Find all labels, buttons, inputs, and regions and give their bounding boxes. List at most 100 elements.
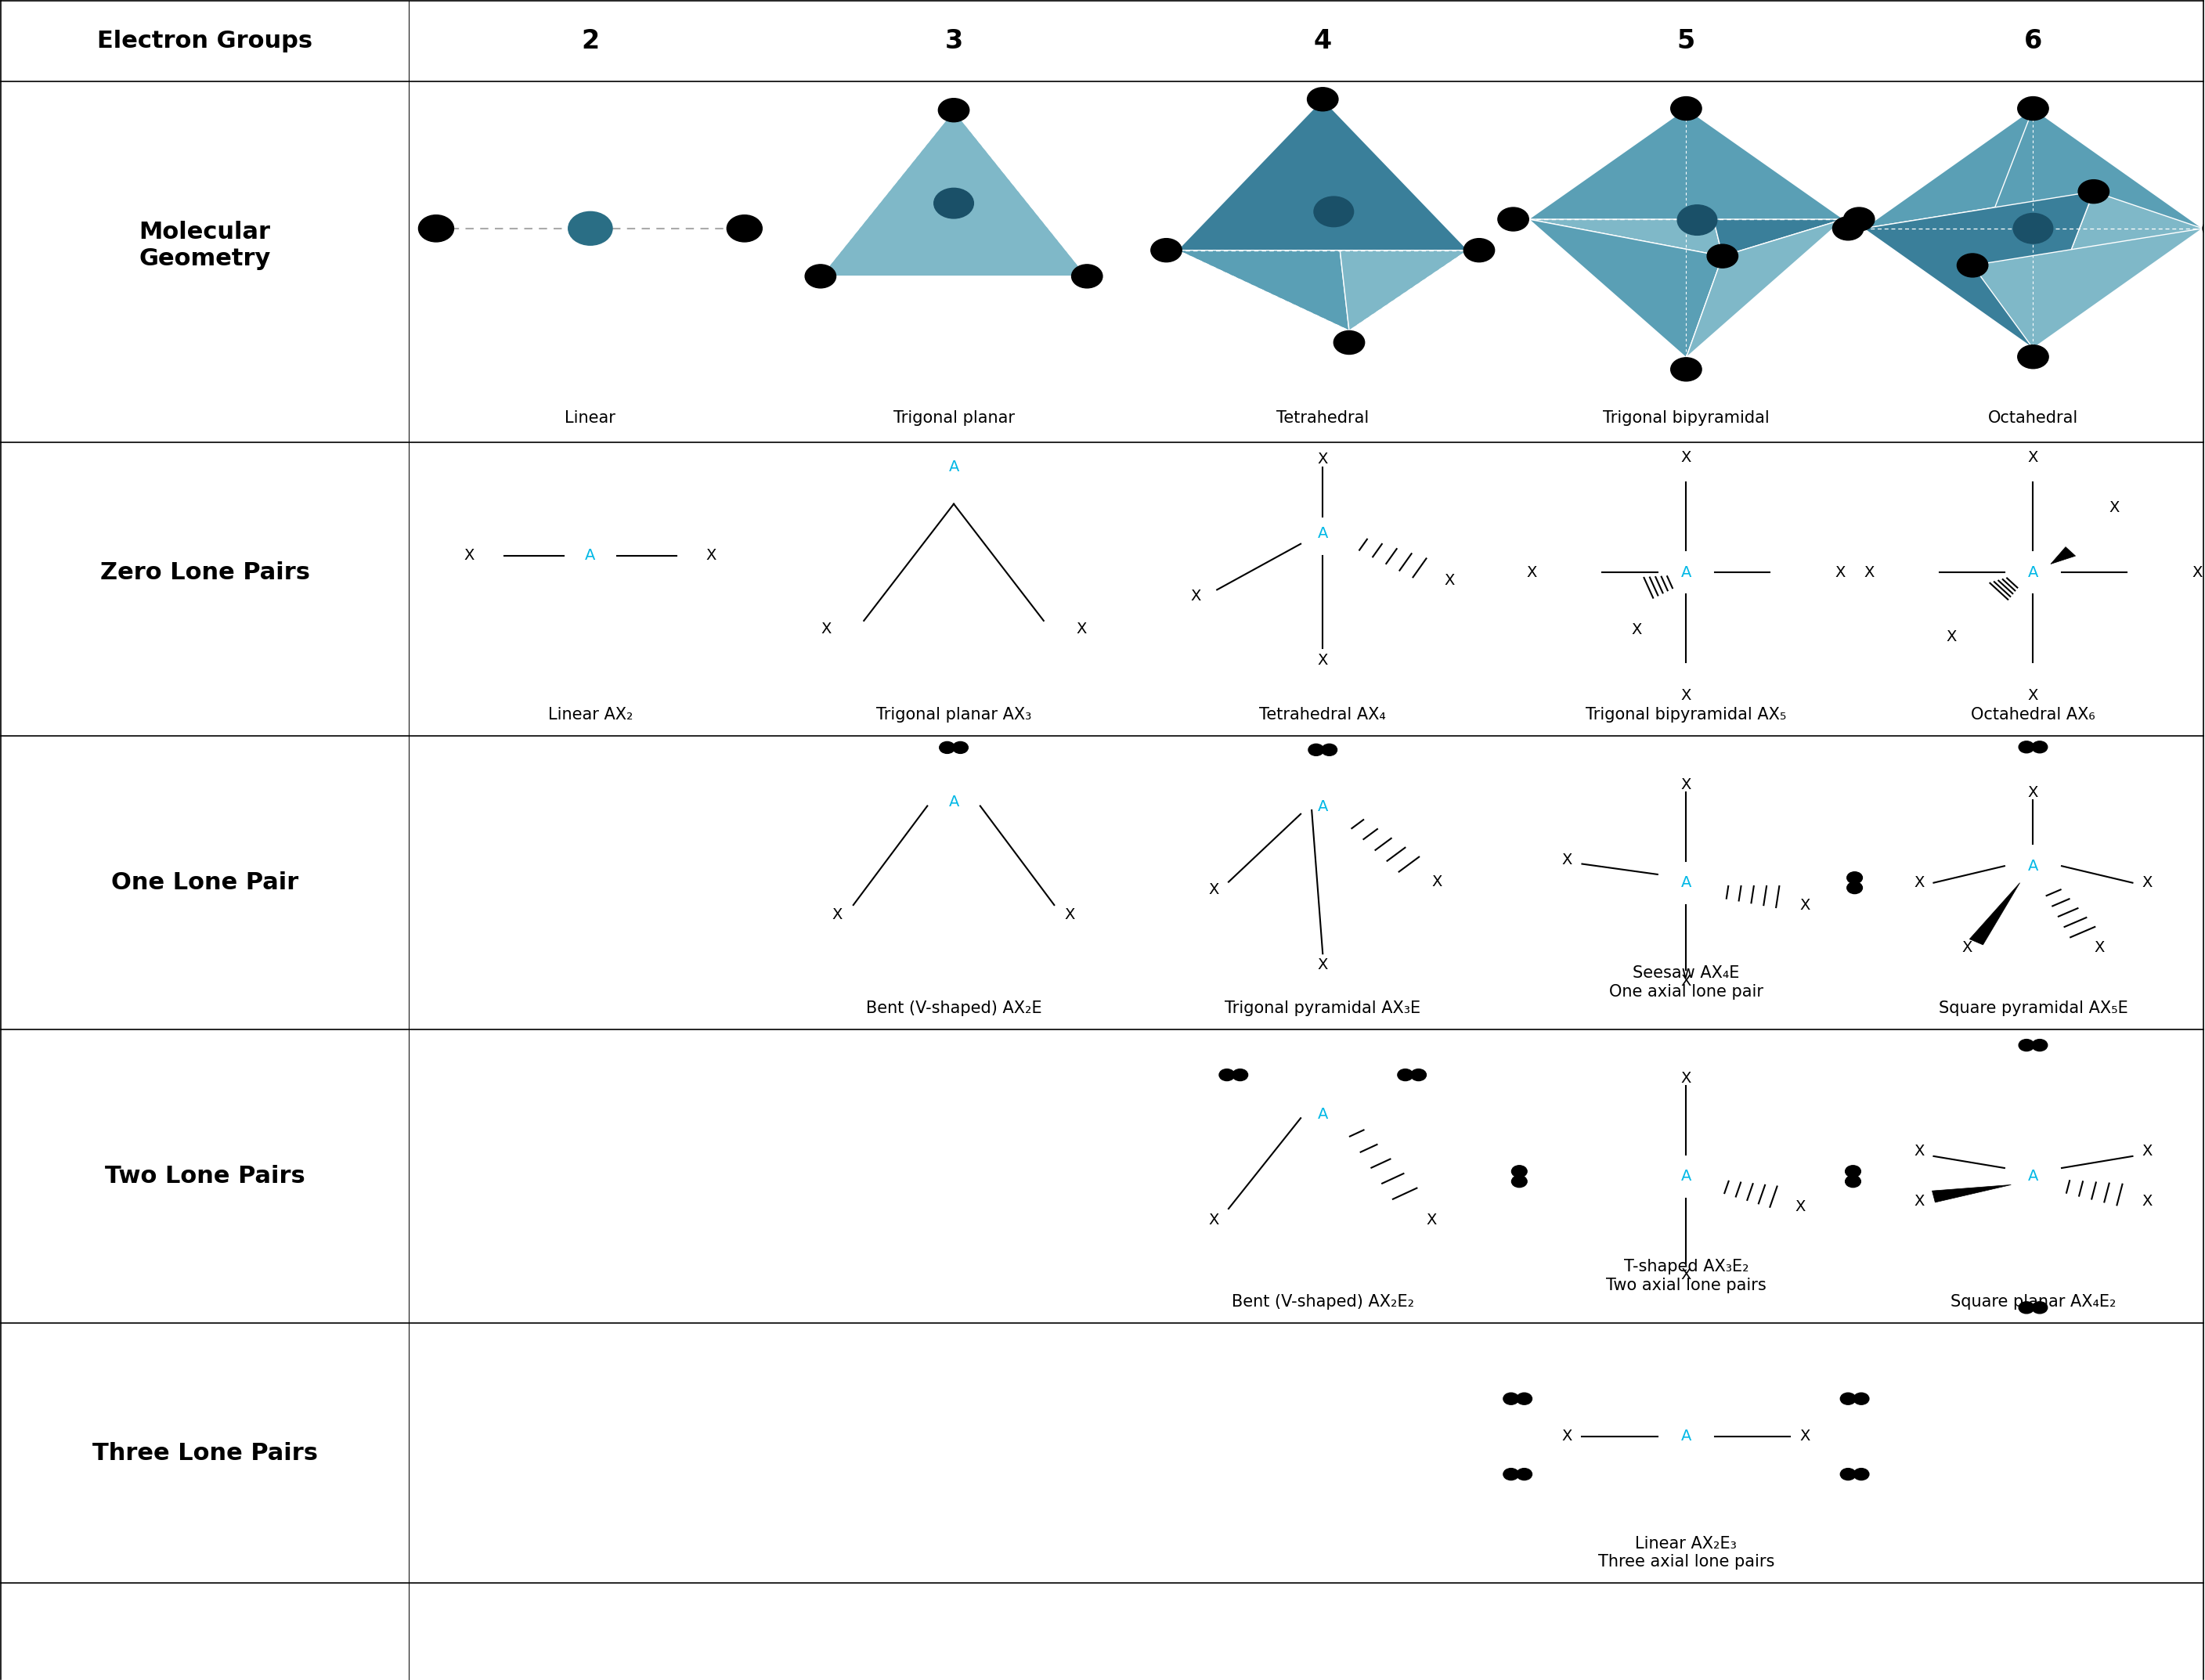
Text: X: X [1316,958,1327,973]
Text: 3: 3 [944,29,964,54]
Text: X: X [1863,564,1874,580]
Text: Seesaw AX₄E
One axial lone pair: Seesaw AX₄E One axial lone pair [1610,966,1764,1000]
Circle shape [2033,1302,2048,1314]
Text: 2: 2 [582,29,600,54]
Circle shape [1671,97,1702,121]
Circle shape [1848,882,1863,894]
Text: X: X [2141,875,2152,890]
Circle shape [1411,1068,1427,1080]
Polygon shape [1973,109,2203,265]
Text: Square planar AX₄E₂: Square planar AX₄E₂ [1949,1294,2117,1310]
Circle shape [935,188,975,218]
Text: X: X [1799,899,1810,912]
Circle shape [1846,1176,1861,1188]
Circle shape [1151,239,1182,262]
Polygon shape [1528,218,1722,358]
Text: One Lone Pair: One Lone Pair [110,872,298,894]
Polygon shape [1177,99,1469,250]
Polygon shape [2051,548,2075,564]
Circle shape [1308,744,1323,756]
Circle shape [1707,244,1738,267]
Circle shape [1334,331,1365,354]
Text: X: X [2029,450,2037,465]
Circle shape [1513,1176,1528,1188]
Circle shape [2020,741,2035,753]
Text: Linear: Linear [564,410,615,425]
Circle shape [2018,97,2048,121]
Polygon shape [1863,109,2033,265]
Text: Three Lone Pairs: Three Lone Pairs [93,1441,318,1465]
Text: X: X [1680,689,1691,704]
Circle shape [1843,207,1874,230]
Text: A: A [1680,1169,1691,1184]
Text: A: A [948,460,959,474]
Text: X: X [2029,689,2037,704]
Circle shape [2013,213,2053,244]
Polygon shape [1177,99,1349,331]
Polygon shape [820,111,1087,276]
Text: X: X [1316,654,1327,669]
Text: X: X [1914,1194,1925,1210]
Text: X: X [1427,1213,1438,1228]
Circle shape [1219,1068,1235,1080]
Text: X: X [1914,1144,1925,1159]
Text: Molecular
Geometry: Molecular Geometry [139,220,271,270]
Polygon shape [1863,109,2095,228]
Text: Trigonal planar AX₃: Trigonal planar AX₃ [875,707,1032,722]
Circle shape [1678,205,1718,235]
Text: A: A [584,548,595,563]
Text: A: A [1316,1107,1327,1122]
Text: Bent (V-shaped) AX₂E: Bent (V-shaped) AX₂E [867,1001,1041,1016]
Text: A: A [948,795,959,810]
Text: X: X [1065,907,1076,922]
Circle shape [1464,239,1495,262]
Text: X: X [1680,1070,1691,1085]
Circle shape [1517,1468,1532,1480]
Text: X: X [831,907,842,922]
Text: 4: 4 [1314,29,1332,54]
Text: Linear AX₂E₃
Three axial lone pairs: Linear AX₂E₃ Three axial lone pairs [1599,1536,1775,1569]
Text: X: X [1076,622,1087,637]
Text: X: X [1914,875,1925,890]
Circle shape [2079,180,2110,203]
Circle shape [419,215,454,242]
Circle shape [2033,1040,2048,1052]
Text: Two Lone Pairs: Two Lone Pairs [104,1164,304,1188]
Text: Electron Groups: Electron Groups [97,30,313,52]
Text: Square pyramidal AX₅E: Square pyramidal AX₅E [1938,1001,2128,1016]
Text: A: A [1680,875,1691,890]
Text: X: X [1431,875,1442,889]
Text: Octahedral: Octahedral [1989,410,2079,425]
Polygon shape [1863,228,2033,348]
Text: X: X [1680,450,1691,465]
Polygon shape [1863,192,2095,348]
Text: X: X [1208,1213,1219,1228]
Text: X: X [1632,622,1643,637]
Polygon shape [1528,109,1722,255]
Text: T-shaped AX₃E₂
Two axial lone pairs: T-shaped AX₃E₂ Two axial lone pairs [1605,1260,1766,1294]
Polygon shape [1528,109,1843,218]
Text: X: X [1561,1430,1572,1443]
Circle shape [1072,264,1102,287]
Circle shape [2203,217,2205,240]
Circle shape [1308,87,1338,111]
Circle shape [1841,1393,1857,1404]
Circle shape [1517,1393,1532,1404]
Polygon shape [2033,109,2203,228]
Text: A: A [1316,526,1327,541]
Circle shape [1832,217,1863,240]
Circle shape [805,264,836,287]
Text: Trigonal bipyramidal AX₅: Trigonal bipyramidal AX₅ [1585,707,1786,722]
Text: X: X [820,622,831,637]
Text: X: X [1561,853,1572,867]
Circle shape [1314,197,1354,227]
Text: X: X [1680,973,1691,988]
Text: X: X [1799,1430,1810,1443]
Circle shape [2020,1302,2035,1314]
Text: X: X [1191,588,1202,603]
Text: A: A [1680,1430,1691,1443]
Text: Trigonal pyramidal AX₃E: Trigonal pyramidal AX₃E [1224,1001,1420,1016]
Text: X: X [1947,630,1956,645]
Text: Trigonal bipyramidal: Trigonal bipyramidal [1603,410,1768,425]
Text: X: X [2141,1144,2152,1159]
